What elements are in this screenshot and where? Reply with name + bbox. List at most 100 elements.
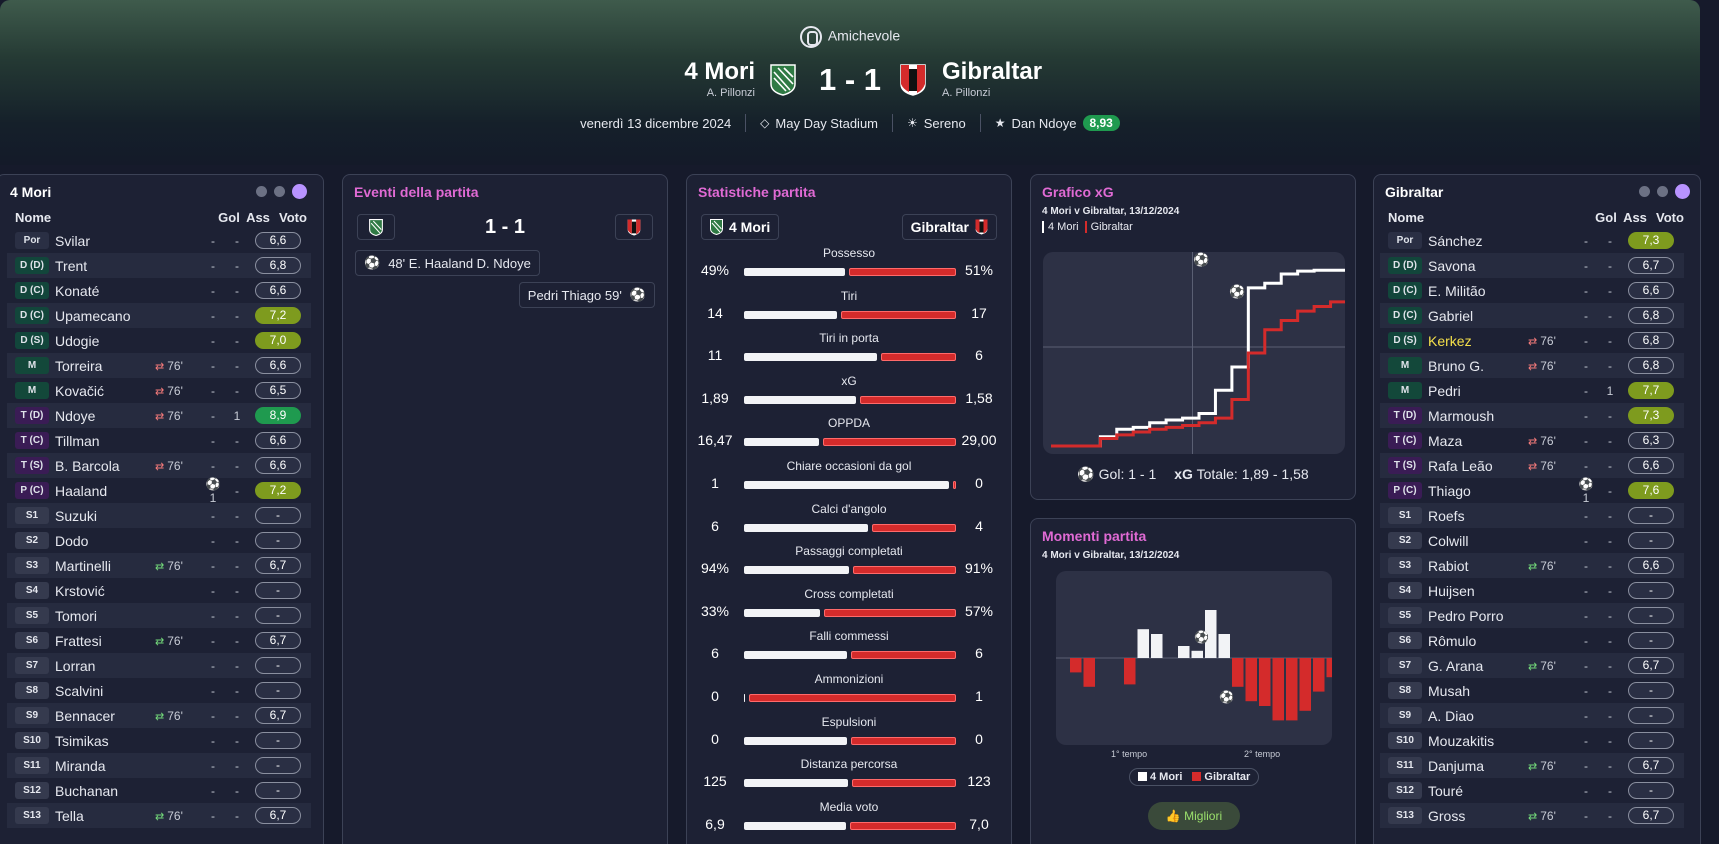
player-name[interactable]: Marmoush <box>1428 407 1495 424</box>
player-name[interactable]: Savona <box>1428 257 1476 274</box>
best-moments-button[interactable]: 👍 Migliori <box>1148 802 1240 830</box>
col-name[interactable]: Nome <box>1388 209 1425 225</box>
player-row[interactable]: S5 Tomori - - - <box>7 603 311 628</box>
player-row[interactable]: S12 Buchanan - - - <box>7 778 311 803</box>
player-name[interactable]: Kovačić <box>55 382 105 399</box>
player-name[interactable]: Tsimikas <box>55 732 109 749</box>
player-row[interactable]: T (S) B. Barcola ⇄ 76' - -6,6 <box>7 453 311 478</box>
home-team-block[interactable]: 4 Mori A. Pillonzi <box>684 58 755 99</box>
col-goals[interactable]: Gol <box>1595 209 1617 225</box>
player-row[interactable]: S13 Gross ⇄ 76' - -6,7 <box>1380 803 1684 828</box>
view-toggle[interactable] <box>1639 184 1690 199</box>
player-name[interactable]: Roefs <box>1428 507 1465 524</box>
player-row[interactable]: Por Svilar - - 6,6 <box>7 228 311 253</box>
col-assists[interactable]: Ass <box>246 209 270 225</box>
player-name[interactable]: Rômulo <box>1428 632 1477 649</box>
player-row[interactable]: S2 Colwill - - - <box>1380 528 1684 553</box>
player-row[interactable]: S9 A. Diao - - - <box>1380 703 1684 728</box>
player-row[interactable]: M Pedri - 1 7,7 <box>1380 378 1684 403</box>
player-row[interactable]: S8 Scalvini - - - <box>7 678 311 703</box>
home-team-name[interactable]: 4 Mori <box>684 58 755 85</box>
col-goals[interactable]: Gol <box>218 209 240 225</box>
player-name[interactable]: Pedri <box>1428 382 1461 399</box>
player-name[interactable]: Martinelli <box>55 557 112 574</box>
player-name[interactable]: A. Diao <box>1428 707 1474 724</box>
player-name[interactable]: Gabriel <box>1428 307 1474 324</box>
player-name[interactable]: Mouzakitis <box>1428 732 1495 749</box>
player-name[interactable]: Maza <box>1428 432 1463 449</box>
home-manager[interactable]: A. Pillonzi <box>706 87 755 99</box>
player-row[interactable]: T (C) Tillman - - 6,6 <box>7 428 311 453</box>
player-row[interactable]: S5 Pedro Porro - - - <box>1380 603 1684 628</box>
player-name[interactable]: Upamecano <box>55 307 131 324</box>
motm-name[interactable]: Dan Ndoye <box>1011 115 1077 131</box>
player-name[interactable]: Rabiot <box>1428 557 1469 574</box>
player-row[interactable]: S9 Bennacer ⇄ 76' - -6,7 <box>7 703 311 728</box>
player-row[interactable]: S8 Musah - - - <box>1380 678 1684 703</box>
player-name[interactable]: Tomori <box>55 607 98 624</box>
player-row[interactable]: D (S) Udogie - - 7,0 <box>7 328 311 353</box>
player-name[interactable]: Bruno G. <box>1428 357 1485 374</box>
player-name[interactable]: Frattesi <box>55 632 102 649</box>
away-team-name[interactable]: Gibraltar <box>942 58 1043 85</box>
player-row[interactable]: S6 Frattesi ⇄ 76' - -6,7 <box>7 628 311 653</box>
view-dot[interactable] <box>256 186 267 197</box>
player-row[interactable]: T (D) Marmoush - - 7,3 <box>1380 403 1684 428</box>
player-name[interactable]: Pedro Porro <box>1428 607 1504 624</box>
player-row[interactable]: S7 G. Arana ⇄ 76' - -6,7 <box>1380 653 1684 678</box>
player-row[interactable]: S3 Martinelli ⇄ 76' - -6,7 <box>7 553 311 578</box>
col-name[interactable]: Nome <box>15 209 52 225</box>
player-row[interactable]: S2 Dodo - - - <box>7 528 311 553</box>
player-name[interactable]: Konaté <box>55 282 100 299</box>
player-name[interactable]: Torreira <box>55 357 103 374</box>
player-row[interactable]: P (C) Haaland ⚽1- 7,2 <box>7 477 311 505</box>
player-row[interactable]: D (C) E. Militão - - 6,6 <box>1380 278 1684 303</box>
player-row[interactable]: M Bruno G. ⇄ 76' - -6,8 <box>1380 353 1684 378</box>
player-name[interactable]: Musah <box>1428 682 1471 699</box>
player-name[interactable]: Sánchez <box>1428 232 1483 249</box>
event-away-goal[interactable]: Pedri Thiago 59' ⚽ <box>518 282 655 308</box>
player-row[interactable]: S12 Touré - - - <box>1380 778 1684 803</box>
player-row[interactable]: M Kovačić ⇄ 76' - -6,5 <box>7 378 311 403</box>
view-dot[interactable] <box>274 186 285 197</box>
player-name[interactable]: Suzuki <box>55 507 98 524</box>
player-row[interactable]: S10 Tsimikas - - - <box>7 728 311 753</box>
player-name[interactable]: Buchanan <box>55 782 119 799</box>
player-name[interactable]: Tillman <box>55 432 100 449</box>
player-name[interactable]: Colwill <box>1428 532 1469 549</box>
player-row[interactable]: M Torreira ⇄ 76' - -6,6 <box>7 353 311 378</box>
player-row[interactable]: D (C) Gabriel - - 6,8 <box>1380 303 1684 328</box>
player-row[interactable]: Por Sánchez - - 7,3 <box>1380 228 1684 253</box>
player-name[interactable]: Scalvini <box>55 682 104 699</box>
event-home-goal[interactable]: ⚽ 48' E. Haaland D. Ndoye <box>355 250 540 276</box>
player-name[interactable]: Kerkez <box>1428 332 1472 349</box>
stadium-name[interactable]: May Day Stadium <box>775 115 878 131</box>
player-row[interactable]: S13 Tella ⇄ 76' - -6,7 <box>7 803 311 828</box>
player-row[interactable]: D (S) Kerkez ⇄ 76' - -6,8 <box>1380 328 1684 353</box>
player-row[interactable]: D (D) Trent - - 6,8 <box>7 253 311 278</box>
player-name[interactable]: Krstović <box>55 582 105 599</box>
col-assists[interactable]: Ass <box>1623 209 1647 225</box>
player-name[interactable]: Lorran <box>55 657 96 674</box>
player-name[interactable]: B. Barcola <box>55 457 120 474</box>
player-name[interactable]: Udogie <box>55 332 100 349</box>
player-name[interactable]: Haaland <box>55 482 108 499</box>
player-name[interactable]: Bennacer <box>55 707 115 724</box>
player-name[interactable]: Ndoye <box>55 407 96 424</box>
player-name[interactable]: Touré <box>1428 782 1464 799</box>
player-row[interactable]: T (D) Ndoye ⇄ 76' -1 8,9 <box>7 403 311 428</box>
player-row[interactable]: S1 Suzuki - - - <box>7 503 311 528</box>
player-row[interactable]: S11 Miranda - - - <box>7 753 311 778</box>
col-rating[interactable]: Voto <box>1656 209 1684 225</box>
player-row[interactable]: T (S) Rafa Leão ⇄ 76' - -6,6 <box>1380 453 1684 478</box>
player-row[interactable]: S1 Roefs - - - <box>1380 503 1684 528</box>
player-name[interactable]: Danjuma <box>1428 757 1485 774</box>
player-row[interactable]: S7 Lorran - - - <box>7 653 311 678</box>
player-name[interactable]: Tella <box>55 807 84 824</box>
player-row[interactable]: D (C) Upamecano - - 7,2 <box>7 303 311 328</box>
player-row[interactable]: S3 Rabiot ⇄ 76' - -6,6 <box>1380 553 1684 578</box>
player-row[interactable]: S6 Rômulo - - - <box>1380 628 1684 653</box>
player-row[interactable]: D (D) Savona - - 6,7 <box>1380 253 1684 278</box>
away-manager[interactable]: A. Pillonzi <box>942 87 991 99</box>
player-name[interactable]: G. Arana <box>1428 657 1484 674</box>
